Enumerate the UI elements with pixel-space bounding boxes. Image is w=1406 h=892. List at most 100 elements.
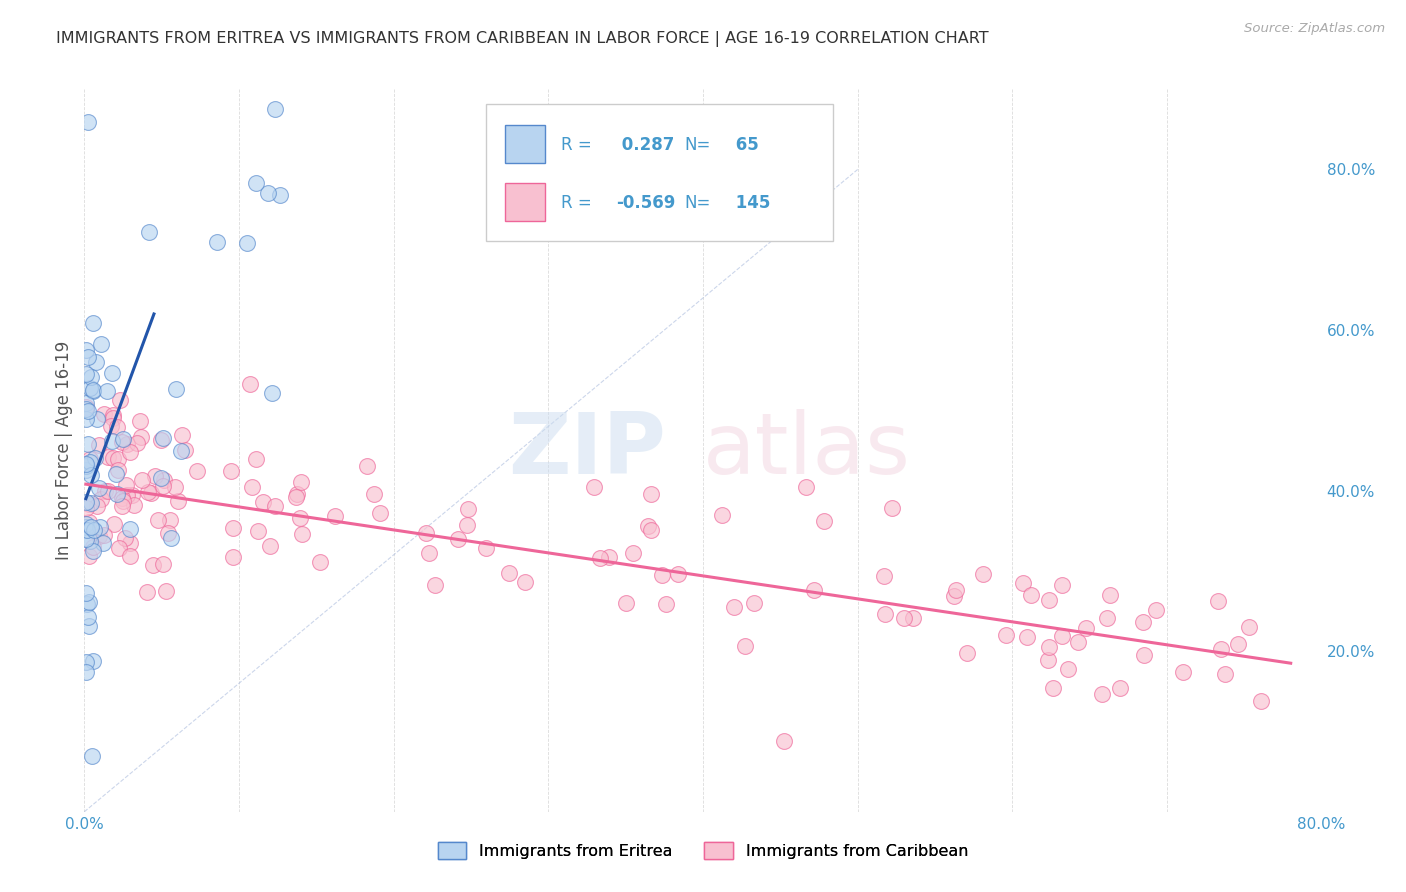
- Point: [1015, 630, 1038, 644]
- Text: IMMIGRANTS FROM ERITREA VS IMMIGRANTS FROM CARIBBEAN IN LABOR FORCE | AGE 16-19 : IMMIGRANTS FROM ERITREA VS IMMIGRANTS FR…: [56, 31, 988, 47]
- Point: [89, 520, 111, 534]
- Point: [77, 619, 100, 633]
- Point: [83, 523, 105, 537]
- Point: [222, 521, 245, 535]
- Point: [77, 549, 100, 563]
- Point: [76, 404, 98, 418]
- Point: [170, 443, 193, 458]
- Point: [363, 486, 385, 500]
- Point: [103, 517, 125, 532]
- Text: N=: N=: [685, 194, 711, 211]
- Point: [893, 611, 915, 625]
- Point: [744, 596, 766, 610]
- Text: -0.569: -0.569: [616, 194, 676, 211]
- FancyBboxPatch shape: [505, 183, 544, 220]
- Point: [174, 443, 197, 458]
- Point: [723, 600, 745, 615]
- Point: [120, 549, 142, 564]
- Point: [264, 499, 287, 513]
- Point: [269, 188, 291, 202]
- Point: [152, 479, 174, 493]
- Point: [368, 506, 391, 520]
- Point: [1133, 648, 1156, 662]
- Point: [75, 402, 97, 417]
- Point: [101, 408, 124, 422]
- FancyBboxPatch shape: [486, 103, 832, 241]
- Point: [87, 481, 110, 495]
- Point: [972, 567, 994, 582]
- Point: [262, 385, 284, 400]
- Point: [423, 578, 446, 592]
- Point: [101, 411, 124, 425]
- Text: R =: R =: [561, 194, 592, 211]
- Point: [222, 549, 245, 564]
- Point: [97, 483, 120, 498]
- Point: [475, 541, 498, 555]
- Point: [149, 433, 172, 447]
- Point: [84, 451, 107, 466]
- Point: [86, 500, 108, 514]
- Point: [356, 458, 378, 473]
- Point: [994, 628, 1017, 642]
- Point: [82, 654, 104, 668]
- Point: [82, 544, 104, 558]
- Point: [75, 458, 97, 473]
- Text: 145: 145: [730, 194, 770, 211]
- Point: [640, 487, 662, 501]
- Point: [86, 412, 108, 426]
- Point: [1237, 620, 1260, 634]
- Point: [101, 434, 124, 448]
- Point: [582, 480, 605, 494]
- Point: [120, 535, 142, 549]
- Point: [75, 501, 97, 516]
- Point: [901, 611, 924, 625]
- Point: [945, 583, 967, 598]
- Text: atlas: atlas: [703, 409, 911, 492]
- Point: [76, 437, 98, 451]
- Point: [245, 176, 267, 190]
- Point: [873, 607, 896, 621]
- Point: [252, 495, 274, 509]
- Point: [513, 575, 536, 590]
- Point: [135, 584, 157, 599]
- Point: [90, 337, 112, 351]
- Point: [239, 377, 262, 392]
- Point: [91, 536, 114, 550]
- Point: [163, 479, 186, 493]
- Point: [76, 610, 98, 624]
- Point: [880, 500, 903, 515]
- Point: [1226, 637, 1249, 651]
- Point: [105, 419, 128, 434]
- Text: 0.287: 0.287: [616, 136, 675, 153]
- Point: [153, 473, 176, 487]
- Point: [79, 534, 101, 549]
- Point: [651, 568, 673, 582]
- Point: [100, 418, 122, 433]
- Point: [75, 367, 97, 381]
- Point: [1146, 603, 1168, 617]
- Point: [75, 520, 97, 534]
- Point: [129, 430, 152, 444]
- Point: [813, 514, 835, 528]
- Point: [236, 236, 259, 251]
- Point: [87, 437, 110, 451]
- Point: [150, 471, 173, 485]
- Point: [1042, 681, 1064, 695]
- Point: [415, 526, 437, 541]
- Point: [457, 502, 479, 516]
- Point: [77, 595, 100, 609]
- Point: [138, 225, 160, 239]
- Point: [115, 477, 138, 491]
- Point: [75, 458, 97, 472]
- Point: [80, 468, 103, 483]
- Point: [1213, 667, 1236, 681]
- Point: [79, 381, 101, 395]
- Point: [873, 569, 896, 583]
- Point: [498, 566, 520, 580]
- Point: [219, 464, 242, 478]
- Point: [75, 343, 97, 357]
- Point: [205, 235, 228, 249]
- Text: 65: 65: [730, 136, 759, 153]
- Point: [80, 495, 103, 509]
- Point: [1038, 593, 1060, 607]
